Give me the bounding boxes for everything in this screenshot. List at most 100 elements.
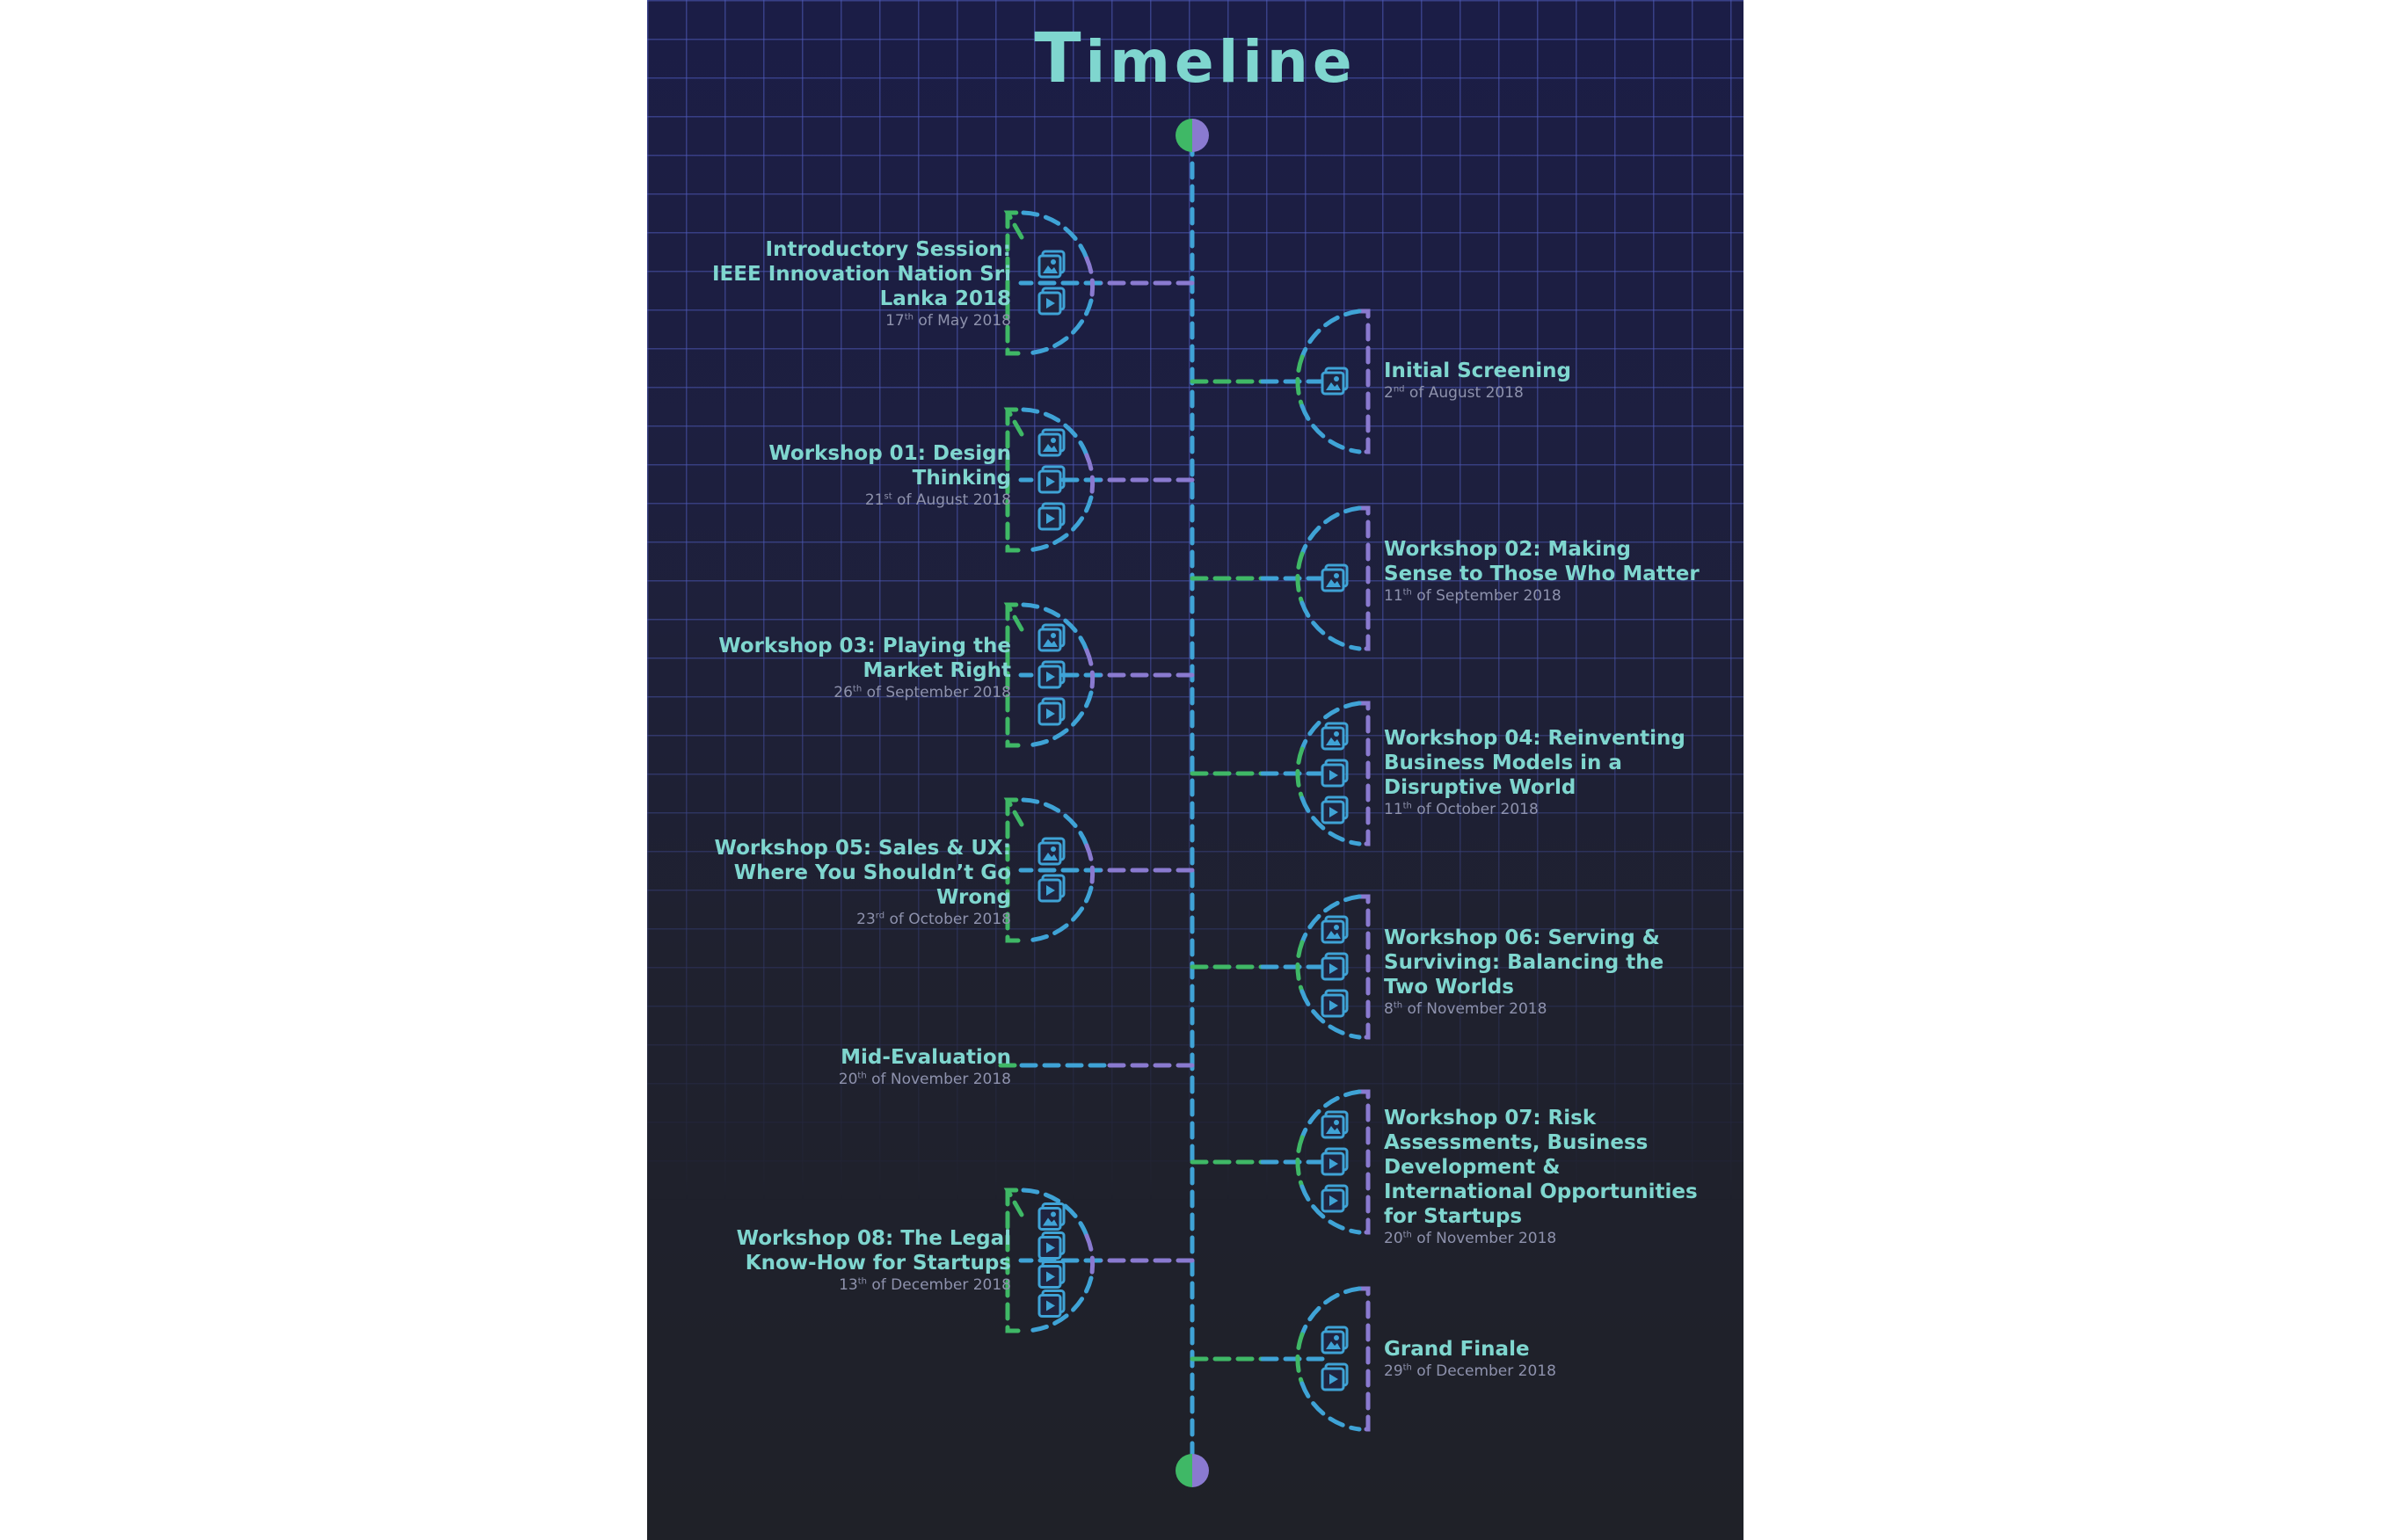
video-icon <box>1037 287 1066 316</box>
arc-mid <box>1084 843 1096 890</box>
bracket-left <box>1005 797 1028 943</box>
timeline-event: Workshop 02: Making Sense to Those Who M… <box>1384 537 1705 606</box>
date-rest: of November 2018 <box>1402 1000 1547 1018</box>
image-icon <box>1037 837 1066 866</box>
image-icon <box>1321 1326 1349 1355</box>
date-suffix: nd <box>1393 384 1405 395</box>
date-rest: of October 2018 <box>884 911 1011 928</box>
bracket-left <box>1005 1188 1028 1333</box>
date-suffix: th <box>857 1071 867 1081</box>
arc-top <box>1299 894 1362 945</box>
date-suffix: th <box>1402 1362 1412 1373</box>
bracket-right <box>1357 1286 1371 1432</box>
arc-bottom <box>1023 298 1094 356</box>
timeline-event: Workshop 05: Sales & UX: Where You Shoul… <box>712 836 1011 929</box>
bracket-right <box>1357 894 1371 1040</box>
background-grid <box>647 0 1743 1540</box>
event-date: 11th of September 2018 <box>1384 586 1705 606</box>
arc-bottom <box>1023 495 1094 553</box>
event-date: 11th of October 2018 <box>1384 800 1705 819</box>
arc-top <box>1299 309 1362 360</box>
event-title: Workshop 03: Playing the Market Right <box>718 635 1011 682</box>
event-title: Workshop 08: The Legal Know-How for Star… <box>736 1227 1011 1275</box>
arc-top <box>1021 1188 1089 1239</box>
arc-mid <box>1295 551 1305 606</box>
video-icon <box>1037 502 1066 531</box>
date-day: 11 <box>1384 801 1403 818</box>
image-icon <box>1037 250 1066 279</box>
video-icon <box>1321 759 1349 788</box>
video-icon <box>1321 989 1349 1018</box>
arc-top <box>1021 407 1089 458</box>
date-rest: of December 2018 <box>1411 1362 1556 1380</box>
video-icon <box>1321 1362 1349 1391</box>
date-rest: of November 2018 <box>1411 1230 1557 1247</box>
event-date: 8th of November 2018 <box>1384 999 1705 1019</box>
video-icon <box>1037 1260 1066 1289</box>
date-suffix: th <box>1402 1230 1412 1240</box>
video-icon <box>1321 1147 1349 1176</box>
timeline-start-node <box>1176 119 1209 152</box>
video-icon <box>1037 874 1066 903</box>
date-suffix: th <box>1402 587 1412 598</box>
timeline-event: Mid-Evaluation 20th of November 2018 <box>712 1045 1011 1089</box>
date-day: 17 <box>885 312 905 330</box>
date-rest: of October 2018 <box>1411 801 1539 818</box>
arc-bottom <box>1299 795 1362 846</box>
bracket-right <box>1357 1089 1371 1235</box>
event-date: 23rd of October 2018 <box>712 910 1011 929</box>
page-title: Timeline <box>1034 19 1357 98</box>
image-icon <box>1321 1110 1349 1139</box>
image-icon <box>1321 367 1349 396</box>
event-title: Workshop 04: Reinventing Business Models… <box>1384 727 1685 799</box>
timeline-event: Workshop 01: Design Thinking 21st of Augu… <box>712 441 1011 510</box>
arc-mid <box>1084 453 1096 500</box>
date-rest: of May 2018 <box>913 312 1011 330</box>
image-icon <box>1321 722 1349 751</box>
event-date: 2nd of August 2018 <box>1384 383 1705 403</box>
bracket-top <box>1003 210 1026 240</box>
arc-mid <box>1084 1233 1096 1281</box>
video-icon <box>1037 1289 1066 1318</box>
arc-top <box>1021 797 1089 848</box>
arc-bottom <box>1023 1275 1094 1333</box>
image-icon <box>1037 428 1066 457</box>
date-rest: of November 2018 <box>866 1071 1011 1088</box>
date-rest: of September 2018 <box>1411 587 1561 605</box>
date-suffix: th <box>857 1276 867 1287</box>
arc-bottom <box>1299 1381 1362 1432</box>
arc-bottom <box>1023 690 1094 748</box>
arc-bottom <box>1023 885 1094 943</box>
arc-top <box>1299 701 1362 752</box>
image-icon <box>1321 563 1349 592</box>
bracket-top <box>1003 407 1026 437</box>
event-date: 29th of December 2018 <box>1384 1362 1705 1381</box>
video-icon <box>1037 697 1066 726</box>
event-date: 26th of September 2018 <box>712 683 1011 702</box>
timeline-end-node <box>1176 1454 1209 1487</box>
bracket-top <box>1003 1188 1026 1217</box>
video-icon <box>1037 465 1066 494</box>
arc-mid <box>1295 1332 1305 1386</box>
timeline-event: Grand Finale 29th of December 2018 <box>1384 1337 1705 1381</box>
arc-top <box>1299 1089 1362 1140</box>
bracket-left <box>1005 407 1028 553</box>
date-suffix: th <box>904 312 914 323</box>
bracket-left <box>1005 210 1028 356</box>
arc-bottom <box>1299 989 1362 1040</box>
arc-mid <box>1295 746 1305 801</box>
date-suffix: th <box>852 684 863 694</box>
arc-top <box>1021 210 1089 261</box>
image-icon <box>1321 915 1349 944</box>
date-day: 26 <box>834 684 853 701</box>
event-title: Workshop 06: Serving & Surviving: Balanc… <box>1384 926 1664 999</box>
image-icon <box>1037 623 1066 652</box>
event-date: 20th of November 2018 <box>712 1070 1011 1089</box>
video-icon <box>1321 795 1349 824</box>
bracket-right <box>1357 701 1371 846</box>
date-day: 29 <box>1384 1362 1403 1380</box>
arc-mid <box>1084 648 1096 695</box>
date-day: 21 <box>864 491 884 509</box>
arc-bottom <box>1299 600 1362 651</box>
arc-mid <box>1295 1135 1305 1189</box>
